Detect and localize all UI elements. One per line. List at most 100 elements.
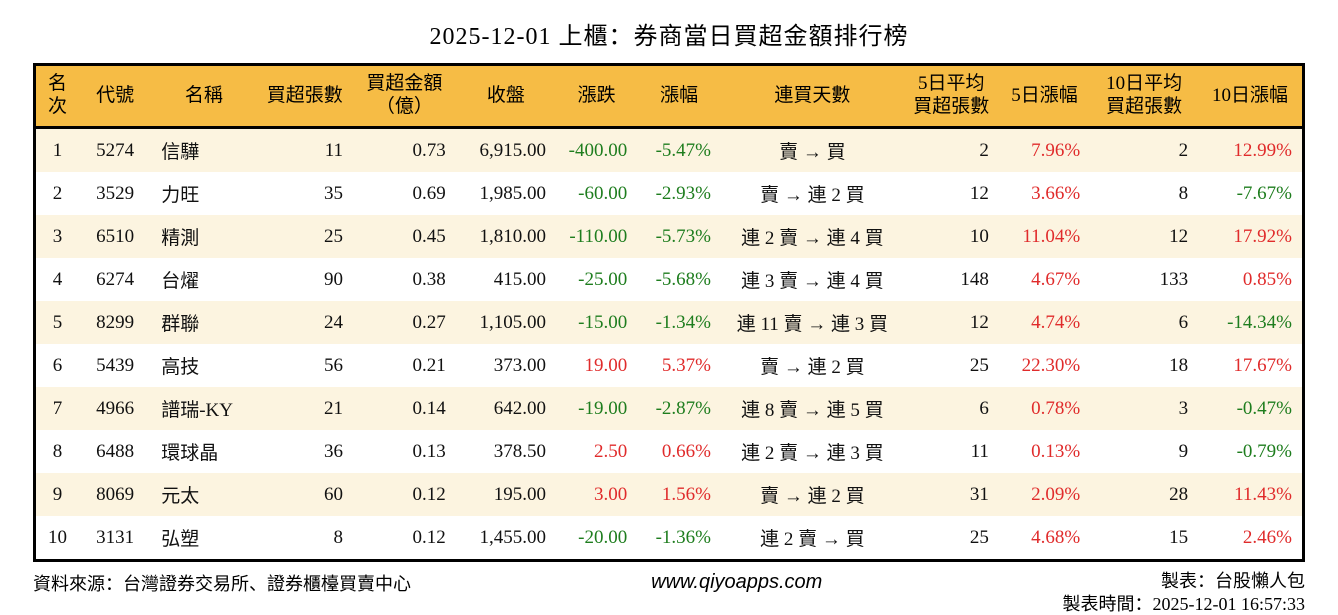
cell-chg5_pct: 4.74% — [999, 301, 1090, 344]
data-source-note: 資料來源：台灣證券交易所、證券櫃檯買賣中心 — [33, 570, 411, 596]
column-header-streak: 連買天數 — [721, 65, 904, 128]
cell-rank: 6 — [35, 344, 79, 387]
cell-net_buy_lots: 36 — [257, 430, 353, 473]
cell-change: 19.00 — [556, 344, 637, 387]
cell-net_buy_lots: 25 — [257, 215, 353, 258]
cell-avg10_lots: 3 — [1090, 387, 1198, 430]
cell-chg10_pct: 2.46% — [1198, 516, 1303, 561]
cell-change_pct: -1.36% — [637, 516, 721, 561]
cell-net_buy_amount: 0.69 — [353, 172, 456, 215]
cell-chg5_pct: 0.13% — [999, 430, 1090, 473]
cell-streak: 連 2 賣 → 買 — [721, 516, 904, 561]
cell-close: 1,105.00 — [456, 301, 556, 344]
cell-net_buy_amount: 0.12 — [353, 516, 456, 561]
column-header-avg5_lots: 5日平均買超張數 — [904, 65, 999, 128]
cell-code: 6488 — [79, 430, 151, 473]
cell-chg10_pct: -7.67% — [1198, 172, 1303, 215]
cell-avg10_lots: 12 — [1090, 215, 1198, 258]
cell-streak: 連 2 賣 → 連 4 買 — [721, 215, 904, 258]
column-header-chg10_pct: 10日漲幅 — [1198, 65, 1303, 128]
column-header-name: 名稱 — [151, 65, 256, 128]
cell-change: 2.50 — [556, 430, 637, 473]
cell-avg10_lots: 8 — [1090, 172, 1198, 215]
cell-avg5_lots: 6 — [904, 387, 999, 430]
cell-chg10_pct: 17.67% — [1198, 344, 1303, 387]
cell-code: 8069 — [79, 473, 151, 516]
cell-chg10_pct: 12.99% — [1198, 128, 1303, 173]
cell-net_buy_lots: 60 — [257, 473, 353, 516]
cell-streak: 連 3 賣 → 連 4 買 — [721, 258, 904, 301]
cell-name: 弘塑 — [151, 516, 256, 561]
cell-avg10_lots: 15 — [1090, 516, 1198, 561]
cell-chg5_pct: 0.78% — [999, 387, 1090, 430]
cell-code: 5274 — [79, 128, 151, 173]
cell-chg10_pct: -0.79% — [1198, 430, 1303, 473]
cell-change_pct: -5.68% — [637, 258, 721, 301]
cell-chg10_pct: 11.43% — [1198, 473, 1303, 516]
cell-avg5_lots: 2 — [904, 128, 999, 173]
cell-chg5_pct: 2.09% — [999, 473, 1090, 516]
cell-change_pct: -1.34% — [637, 301, 721, 344]
cell-avg10_lots: 2 — [1090, 128, 1198, 173]
cell-rank: 2 — [35, 172, 79, 215]
cell-net_buy_amount: 0.14 — [353, 387, 456, 430]
cell-avg5_lots: 148 — [904, 258, 999, 301]
cell-change_pct: 5.37% — [637, 344, 721, 387]
cell-close: 1,455.00 — [456, 516, 556, 561]
cell-code: 5439 — [79, 344, 151, 387]
cell-name: 信驊 — [151, 128, 256, 173]
column-header-chg5_pct: 5日漲幅 — [999, 65, 1090, 128]
cell-name: 高技 — [151, 344, 256, 387]
column-header-change: 漲跌 — [556, 65, 637, 128]
cell-rank: 3 — [35, 215, 79, 258]
cell-rank: 1 — [35, 128, 79, 173]
cell-avg5_lots: 10 — [904, 215, 999, 258]
cell-rank: 5 — [35, 301, 79, 344]
column-header-rank: 名次 — [35, 65, 79, 128]
column-header-avg10_lots: 10日平均買超張數 — [1090, 65, 1198, 128]
cell-net_buy_amount: 0.21 — [353, 344, 456, 387]
page-title: 2025-12-01 上櫃：券商當日買超金額排行榜 — [0, 0, 1338, 63]
cell-chg5_pct: 22.30% — [999, 344, 1090, 387]
cell-name: 譜瑞-KY — [151, 387, 256, 430]
cell-rank: 10 — [35, 516, 79, 561]
cell-net_buy_lots: 35 — [257, 172, 353, 215]
cell-close: 6,915.00 — [456, 128, 556, 173]
cell-avg10_lots: 18 — [1090, 344, 1198, 387]
cell-avg5_lots: 31 — [904, 473, 999, 516]
cell-close: 1,985.00 — [456, 172, 556, 215]
cell-net_buy_amount: 0.13 — [353, 430, 456, 473]
cell-streak: 賣 → 買 — [721, 128, 904, 173]
cell-net_buy_lots: 21 — [257, 387, 353, 430]
cell-streak: 連 2 賣 → 連 3 買 — [721, 430, 904, 473]
cell-change: -400.00 — [556, 128, 637, 173]
cell-change_pct: 0.66% — [637, 430, 721, 473]
cell-change: -20.00 — [556, 516, 637, 561]
cell-avg10_lots: 28 — [1090, 473, 1198, 516]
footer: 資料來源：台灣證券交易所、證券櫃檯買賣中心 www.qiyoapps.com 製… — [33, 570, 1305, 615]
cell-code: 4966 — [79, 387, 151, 430]
column-header-net_buy_amount: 買超金額（億） — [353, 65, 456, 128]
cell-net_buy_amount: 0.27 — [353, 301, 456, 344]
cell-rank: 9 — [35, 473, 79, 516]
cell-name: 環球晶 — [151, 430, 256, 473]
cell-code: 6510 — [79, 215, 151, 258]
cell-close: 642.00 — [456, 387, 556, 430]
cell-avg5_lots: 11 — [904, 430, 999, 473]
cell-net_buy_lots: 24 — [257, 301, 353, 344]
cell-name: 群聯 — [151, 301, 256, 344]
cell-streak: 賣 → 連 2 買 — [721, 473, 904, 516]
cell-change: -60.00 — [556, 172, 637, 215]
column-header-net_buy_lots: 買超張數 — [257, 65, 353, 128]
cell-name: 力旺 — [151, 172, 256, 215]
cell-net_buy_lots: 90 — [257, 258, 353, 301]
cell-name: 台燿 — [151, 258, 256, 301]
